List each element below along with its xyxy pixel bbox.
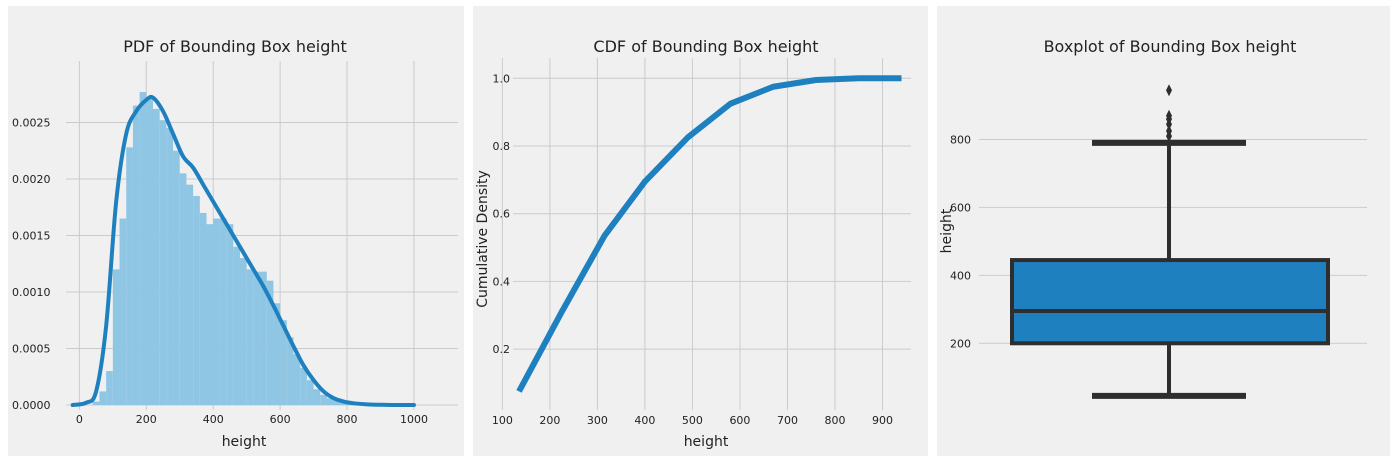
cdf-x-tick-label: 200 (539, 414, 560, 427)
cdf-series-line (516, 75, 902, 393)
pdf-histogram-bar (112, 269, 120, 405)
pdf-x-tick-label: 1000 (400, 413, 428, 426)
pdf-x-axis-label: height (222, 434, 267, 450)
pdf-histogram-bar (239, 258, 247, 405)
pdf-x-tick-label: 400 (203, 413, 224, 426)
pdf-histogram-bar (132, 105, 140, 406)
pdf-y-tick-label: 0.0010 (12, 286, 51, 299)
pdf-y-tick-label: 0.0005 (12, 343, 51, 356)
box-outlier-point (1166, 84, 1172, 97)
pdf-histogram-bar (159, 120, 167, 406)
cdf-x-tick-label: 700 (777, 414, 798, 427)
box-outlier-point (1166, 109, 1172, 122)
pdf-histogram-bar (219, 218, 227, 405)
pdf-histogram-bar (313, 389, 321, 405)
cdf-x-tick-label: 400 (634, 414, 655, 427)
pdf-histogram-bar (99, 391, 107, 405)
pdf-histogram-bar (119, 218, 127, 405)
pdf-x-tick-label: 200 (136, 413, 157, 426)
pdf-histogram-bar (106, 371, 113, 405)
pdf-histogram-bar (186, 184, 194, 405)
pdf-y-tick-label: 0.0025 (12, 117, 51, 130)
cdf-y-tick-label: 0.4 (493, 275, 511, 288)
pdf-y-tick-label: 0.0000 (12, 399, 51, 412)
pdf-histogram-bar (293, 354, 301, 405)
pdf-histogram-bar (213, 218, 220, 405)
pdf-histogram-bar (246, 269, 254, 405)
pdf-x-tick-label: 0 (76, 413, 83, 426)
pdf-chart-panel: 0 200 400 600 800 1000 0.0000 0.0005 0.0010 0.00… (8, 6, 464, 456)
pdf-histogram-bar (306, 380, 314, 405)
pdf-histogram-bar (340, 402, 348, 405)
pdf-histogram-bar (179, 173, 187, 405)
pdf-histogram-bar (173, 150, 180, 405)
pdf-histogram-bar (193, 195, 200, 405)
pdf-histogram-bar (253, 271, 261, 405)
box-y-tick-label: 600 (950, 201, 971, 214)
pdf-histogram-bar (233, 246, 240, 405)
pdf-histogram-bar (199, 212, 207, 405)
box-y-tick-label: 800 (950, 134, 971, 147)
pdf-histogram-bar (326, 398, 334, 405)
pdf-histogram-bar (333, 400, 341, 405)
pdf-histogram-bar (300, 367, 307, 405)
cdf-chart-panel: 100 200 300 400 500 600 700 800 900 0.2 0.4 0.6 0.8… (473, 6, 928, 456)
pdf-y-tick-label: 0.0020 (12, 173, 51, 186)
box-y-tick-label: 400 (950, 269, 971, 282)
pdf-histogram-bar (260, 271, 267, 405)
pdf-histogram-bar (226, 224, 234, 405)
cdf-y-axis-label: Cumulative Density (475, 170, 491, 308)
pdf-histogram-bar (320, 394, 327, 405)
box-chart-title: Boxplot of Bounding Box height (1044, 37, 1297, 56)
box-outlier-point (1166, 125, 1172, 138)
pdf-histogram-bar (206, 224, 214, 405)
cdf-x-tick-label: 500 (682, 414, 703, 427)
pdf-histogram-bar (266, 280, 274, 405)
pdf-chart: 0 200 400 600 800 1000 0.0000 0.0005 0.0010 0.00… (12, 37, 458, 450)
box-iqr-rect (1010, 258, 1330, 346)
pdf-chart-title: PDF of Bounding Box height (123, 37, 347, 56)
cdf-chart: 100 200 300 400 500 600 700 800 900 0.2 0.4 0.6 0.8… (475, 37, 911, 450)
cdf-x-tick-label: 600 (729, 414, 750, 427)
cdf-chart-title: CDF of Bounding Box height (593, 37, 818, 56)
pdf-histogram-bar (139, 91, 147, 406)
cdf-x-axis-label: height (684, 434, 729, 450)
pdf-histogram-bar (92, 401, 100, 405)
pdf-histogram-bar (152, 108, 160, 405)
cdf-x-tick-label: 100 (492, 414, 513, 427)
box-chart-panel: 200 400 600 800 Boxplot of Bounding Box hei… (937, 6, 1390, 456)
cdf-x-tick-label: 300 (587, 414, 608, 427)
pdf-histogram-bar (126, 147, 133, 406)
cdf-y-tick-label: 0.8 (493, 140, 511, 153)
box-y-tick-label: 200 (950, 337, 971, 350)
pdf-y-tick-label: 0.0015 (12, 230, 51, 243)
box-chart: 200 400 600 800 Boxplot of Bounding Box hei… (939, 37, 1367, 399)
pdf-histogram-bar (166, 128, 174, 405)
cdf-y-tick-label: 0.2 (493, 343, 511, 356)
cdf-y-tick-label: 1.0 (493, 72, 511, 85)
pdf-histogram-bar (280, 320, 287, 405)
cdf-y-tick-label: 0.6 (493, 208, 511, 221)
box-y-axis-label: height (939, 208, 955, 253)
pdf-x-tick-label: 800 (337, 413, 358, 426)
pdf-x-tick-label: 600 (270, 413, 291, 426)
cdf-x-tick-label: 900 (872, 414, 893, 427)
pdf-kde-line (70, 94, 416, 408)
pdf-histogram-bar (286, 337, 294, 405)
pdf-histogram-bar (146, 97, 153, 405)
cdf-x-tick-label: 800 (824, 414, 845, 427)
pdf-histogram-bar (273, 303, 281, 405)
